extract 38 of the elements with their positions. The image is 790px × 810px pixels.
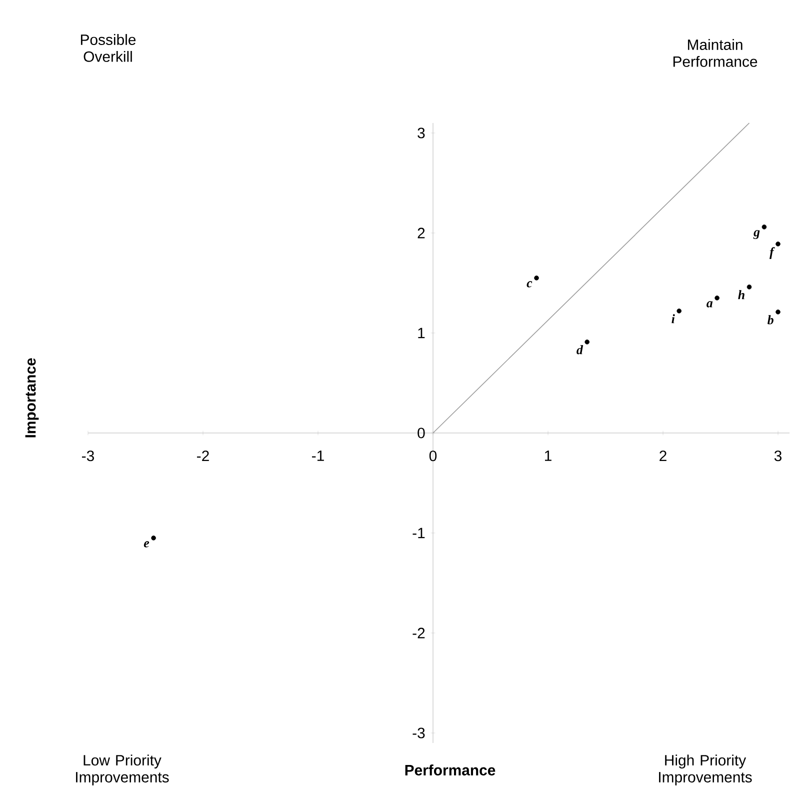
x-tick-label: 0 bbox=[430, 450, 437, 462]
point bbox=[676, 308, 682, 314]
text: Low Priority Improvements bbox=[76, 754, 169, 786]
annotation: c bbox=[526, 281, 532, 288]
y-tick-label: -1 bbox=[412, 528, 425, 538]
y-tick-label: -2 bbox=[412, 628, 425, 638]
annotation: e bbox=[144, 541, 150, 548]
annotation: b bbox=[768, 315, 774, 324]
point bbox=[151, 536, 156, 540]
point bbox=[762, 224, 767, 230]
annotation: h bbox=[738, 290, 745, 300]
x-axis-title: Performance bbox=[405, 764, 496, 776]
annotation: i bbox=[672, 314, 676, 324]
x-tick-label: -3 bbox=[82, 450, 94, 462]
point bbox=[534, 276, 540, 280]
point bbox=[747, 284, 752, 290]
y-axis-title: Importance bbox=[25, 358, 39, 438]
y-tick-label: -3 bbox=[412, 728, 425, 738]
y-tick-label: 2 bbox=[418, 228, 425, 238]
y-tick-label: 3 bbox=[418, 128, 425, 138]
point bbox=[776, 242, 781, 246]
text: High Priority Improvements bbox=[659, 754, 752, 786]
y-tick-label: 1 bbox=[418, 328, 425, 338]
annotation: f bbox=[770, 247, 776, 260]
x-tick-label: 1 bbox=[545, 450, 552, 461]
text: Possible Overkill bbox=[81, 34, 136, 62]
annotation: a bbox=[706, 301, 713, 308]
annotation: g bbox=[753, 230, 760, 240]
x-tick-label: 3 bbox=[774, 450, 782, 462]
x-tick-label: -1 bbox=[312, 450, 324, 461]
x-tick-label: -2 bbox=[197, 450, 210, 462]
text: Maintain Performance bbox=[674, 39, 758, 67]
x-tick-label: 2 bbox=[660, 450, 667, 462]
point bbox=[584, 340, 590, 344]
point bbox=[776, 310, 781, 314]
y-tick-label: 0 bbox=[418, 428, 425, 438]
point bbox=[714, 296, 720, 300]
annotation: d bbox=[576, 345, 584, 354]
